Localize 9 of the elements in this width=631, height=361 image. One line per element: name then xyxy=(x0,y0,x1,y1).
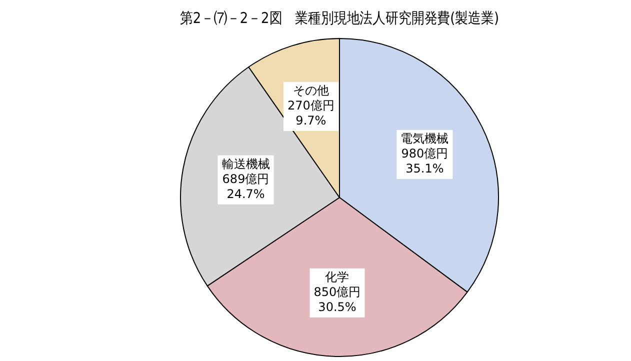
data-label: 270億円 9.7% xyxy=(287,98,334,128)
slice-label: 輸送機械 xyxy=(222,156,270,171)
slice-label: その他 xyxy=(292,84,329,98)
data-label: 689億円 24.7% xyxy=(222,172,270,201)
slice-label: 化学 xyxy=(325,270,350,284)
data-label: 980億円 35.1% xyxy=(401,146,448,176)
data-label: 850億円 30.5% xyxy=(314,285,361,314)
chart-title: 第2－⑺－2－2図 業種別現地法人研究開発費(製造業) xyxy=(180,10,499,28)
slice-label: 電気機械 xyxy=(400,132,449,146)
